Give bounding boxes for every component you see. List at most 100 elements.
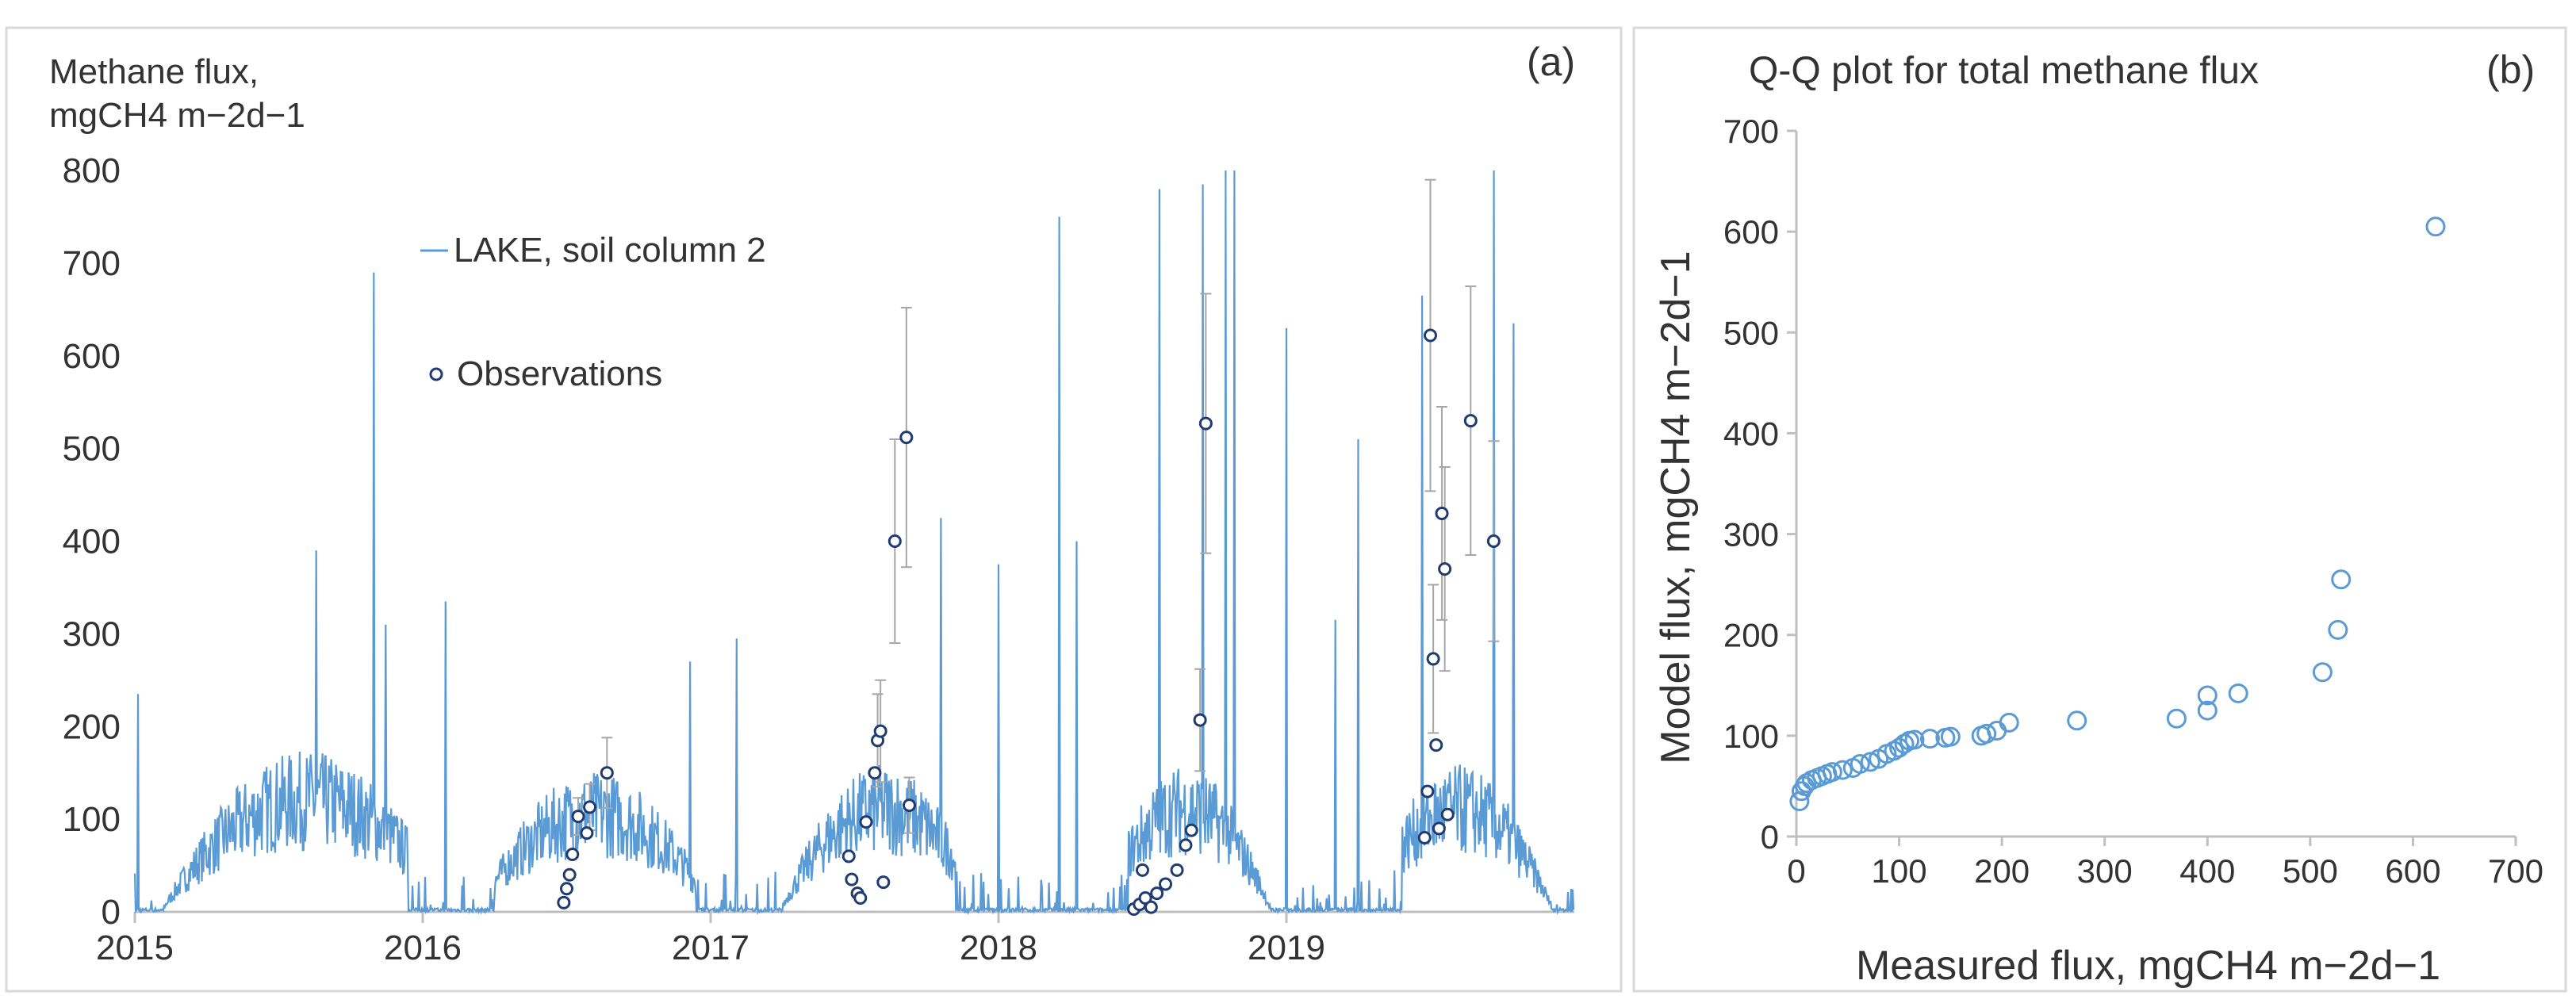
observation-point: [1424, 328, 1437, 343]
panel-b-ytick-label: 0: [1761, 818, 1779, 856]
panel-a-ytick-label: 0: [102, 893, 121, 932]
qq-point: [2228, 683, 2248, 703]
qq-point: [1822, 762, 1842, 783]
panel-b-border: [1632, 26, 2567, 993]
panel-b-ytick-label: 700: [1723, 113, 1779, 150]
observation-point: [560, 882, 573, 896]
panel-a-ytick-label: 600: [63, 337, 121, 376]
observation-point: [876, 875, 891, 890]
panel-a-xtick-label: 2015: [96, 929, 174, 967]
panel-b-xtick-label: 500: [2283, 852, 2338, 890]
observation-point: [1193, 713, 1207, 727]
panel-a-xtick-label: 2016: [384, 929, 462, 967]
observation-point: [565, 848, 580, 862]
panel-a-ytick-label: 400: [63, 523, 121, 561]
observation-point: [562, 867, 577, 882]
observation-point: [1440, 807, 1455, 821]
observation-point: [1435, 506, 1449, 520]
panel-b-xtick-label: 300: [2077, 852, 2133, 890]
panel-a-ylabel-line2: mgCH4 m−2d−1: [49, 96, 305, 135]
observation-point: [1438, 562, 1452, 576]
qq-point: [2197, 700, 2218, 721]
panel-b-ylabel: Model flux, mgCH4 m−2d−1: [1653, 251, 1699, 764]
panel-b-ytick-label: 600: [1723, 213, 1779, 251]
observation-point: [1432, 821, 1446, 836]
qq-point: [1832, 760, 1853, 780]
legend-point-swatch: [429, 367, 443, 381]
qq-point: [1999, 712, 2019, 733]
observation-point: [1198, 416, 1213, 431]
panel-a-axes: 0 100 200 300 400 500 600 700 800 2015 2016 2017 201…: [63, 151, 1574, 967]
qq-point: [1976, 723, 1997, 744]
panel-b-xtick-label: 100: [1872, 852, 1927, 890]
panel-b-ytick-label: 400: [1723, 415, 1779, 452]
observation-point: [853, 890, 868, 905]
panel-a-ytick-label: 500: [63, 430, 121, 469]
panel-b-axes: 0 100 200 300 400 500 600 700 0 100 200 300 400 500 60…: [1723, 113, 2543, 890]
qq-points: [1789, 216, 2446, 811]
legend-line-label: LAKE, soil column 2: [454, 231, 766, 270]
observation-point: [1138, 890, 1152, 905]
qq-point: [2312, 662, 2333, 683]
observation-point: [899, 431, 914, 445]
observation-point: [902, 798, 916, 813]
panel-a-legend: LAKE, soil column 2 Observations: [420, 231, 766, 393]
qq-point: [1919, 729, 1940, 749]
observation-point: [1179, 838, 1193, 852]
observation-point: [887, 534, 902, 548]
panel-a-xtick-label: 2018: [960, 929, 1037, 967]
qq-point: [2067, 710, 2087, 731]
panel-a-ytick-label: 100: [63, 800, 121, 839]
observation-point: [841, 849, 856, 863]
panel-b-xlabel: Measured flux, mgCH4 m−2d−1: [1856, 943, 2440, 989]
observation-point: [1144, 900, 1158, 914]
panel-b-ytick-label: 300: [1723, 516, 1779, 553]
model-series: [133, 170, 1575, 916]
observation-point: [845, 872, 859, 886]
panel-b-xtick-label: 400: [2179, 852, 2235, 890]
observation-point: [583, 800, 597, 814]
model-flux-line: [133, 170, 1575, 916]
observation-point: [1184, 823, 1198, 837]
panel-b-title: Q-Q plot for total methane flux: [1749, 50, 2259, 92]
observation-point: [859, 815, 873, 829]
qq-point: [2166, 708, 2187, 729]
panel-a-xtick-label: 2017: [672, 929, 749, 967]
observation-point: [873, 724, 887, 738]
observation-point: [1426, 652, 1440, 666]
qq-point: [1940, 726, 1961, 747]
panel-b-label: (b): [2486, 48, 2535, 92]
observation-point: [1463, 414, 1478, 428]
observation-series: [557, 178, 1501, 916]
legend-point-label: Observations: [457, 354, 662, 393]
observation-point: [580, 826, 594, 840]
qq-point: [2328, 619, 2348, 640]
observation-point: [557, 895, 571, 909]
observation-point: [571, 810, 585, 824]
panel-a-ytick-label: 300: [63, 615, 121, 653]
qq-point: [1860, 752, 1880, 772]
qq-point: [2197, 685, 2218, 706]
observation-point: [1486, 534, 1501, 548]
panel-b-ytick-label: 100: [1723, 718, 1779, 755]
observation-point: [1159, 877, 1173, 891]
panel-a-label: (a): [1527, 40, 1575, 84]
panel-b-ytick-label: 500: [1723, 314, 1779, 351]
panel-b-xtick-label: 700: [2488, 852, 2543, 890]
qq-point: [1850, 753, 1870, 774]
panel-a-xtick-label: 2019: [1248, 929, 1325, 967]
panel-a-ylabel-line1: Methane flux,: [49, 52, 259, 91]
observation-point: [868, 766, 882, 780]
panel-b-xtick-label: 0: [1787, 852, 1805, 890]
qq-point: [2331, 569, 2352, 590]
panel-a-ytick-label: 800: [63, 151, 121, 190]
qq-point: [1904, 729, 1925, 750]
observation-point: [1420, 784, 1435, 798]
observation-point: [1170, 863, 1184, 877]
qq-point: [2425, 216, 2446, 237]
observation-point: [1417, 831, 1432, 844]
panel-a: Methane flux, mgCH4 m−2d−1 (a) 0 100 200 30…: [5, 26, 1623, 993]
panel-b-xtick-label: 200: [1974, 852, 2030, 890]
observation-point: [1150, 886, 1164, 901]
